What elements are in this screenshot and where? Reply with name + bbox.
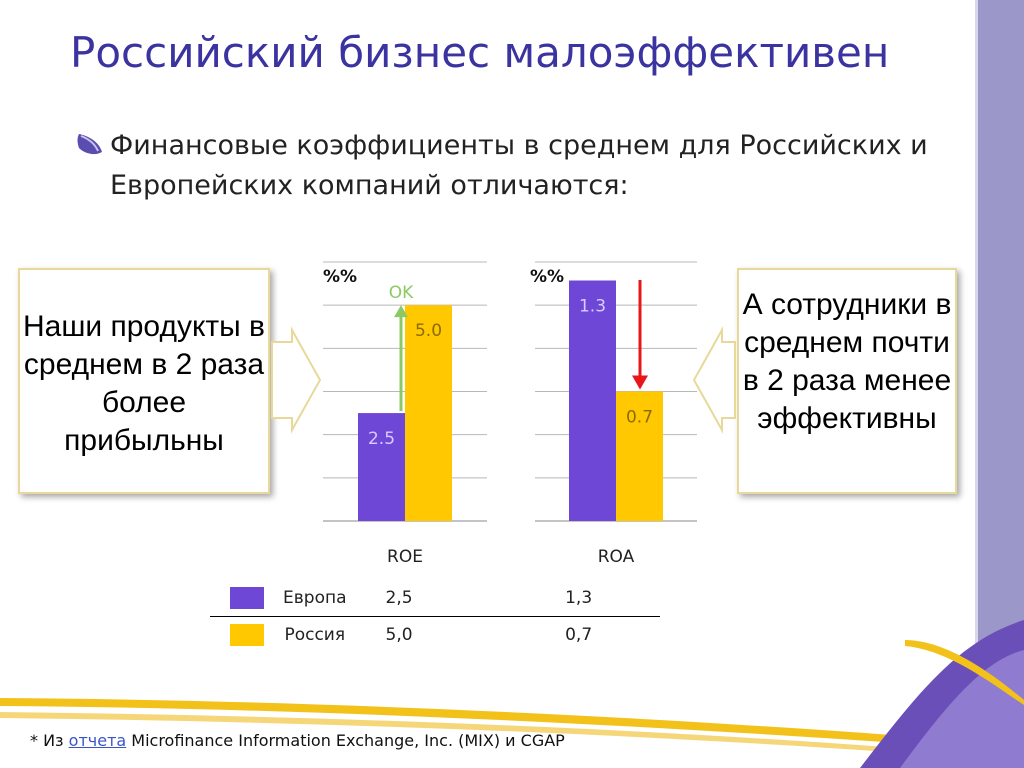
subtitle: Финансовые коэффициенты в среднем для Ро… bbox=[110, 130, 928, 201]
category-label: ROA bbox=[598, 547, 635, 567]
table-cell-name: Европа bbox=[268, 580, 361, 617]
bar-russia-roe bbox=[405, 305, 452, 521]
data-table: Европа 2,5 1,3 Россия 5,0 0,7 bbox=[210, 580, 660, 653]
footnote-prefix: * Из bbox=[30, 731, 69, 750]
bullet-icon bbox=[77, 134, 102, 155]
slide-title: Российский бизнес малоэффективен bbox=[70, 28, 890, 77]
data-label: 2.5 bbox=[368, 429, 395, 449]
table-cell-roe: 5,0 bbox=[385, 625, 413, 645]
table-cell-roa: 0,7 bbox=[565, 625, 593, 645]
down-arrow-head bbox=[632, 375, 648, 390]
legend-swatch-russia bbox=[230, 624, 264, 646]
arrow-right-pointer bbox=[692, 326, 736, 434]
unit-label: %% bbox=[530, 267, 564, 287]
table-cell-roa: 1,3 bbox=[437, 580, 660, 617]
bar-europe-roa bbox=[569, 280, 616, 521]
ok-arrow-head bbox=[394, 305, 408, 318]
table-row: Россия 5,0 0,7 bbox=[210, 617, 660, 654]
callout-left: Наши продукты в среднем в 2 раза более п… bbox=[18, 268, 270, 494]
table-cell-name: Россия bbox=[284, 625, 346, 645]
bar-europe-roe bbox=[358, 413, 405, 521]
category-label: ROE bbox=[387, 547, 423, 567]
footnote-suffix: Microfinance Information Exchange, Inc. … bbox=[126, 731, 565, 750]
footnote-link[interactable]: отчета bbox=[68, 731, 127, 750]
legend-swatch-europe bbox=[230, 587, 264, 609]
callout-right: А сотрудники в среднем почти в 2 раза ме… bbox=[737, 268, 957, 494]
unit-label: %% bbox=[323, 267, 357, 287]
table-cell-roe: 2,5 bbox=[360, 580, 438, 617]
data-label: 0.7 bbox=[626, 408, 653, 428]
ok-annotation: OK bbox=[389, 283, 414, 303]
table-row: Европа 2,5 1,3 bbox=[210, 580, 660, 617]
data-label: 1.3 bbox=[579, 297, 606, 317]
arrow-left-pointer bbox=[271, 326, 322, 434]
bar-russia-roa bbox=[616, 391, 663, 521]
data-label: 5.0 bbox=[415, 321, 442, 341]
footnote: * Из отчета Microfinance Information Exc… bbox=[30, 731, 565, 750]
